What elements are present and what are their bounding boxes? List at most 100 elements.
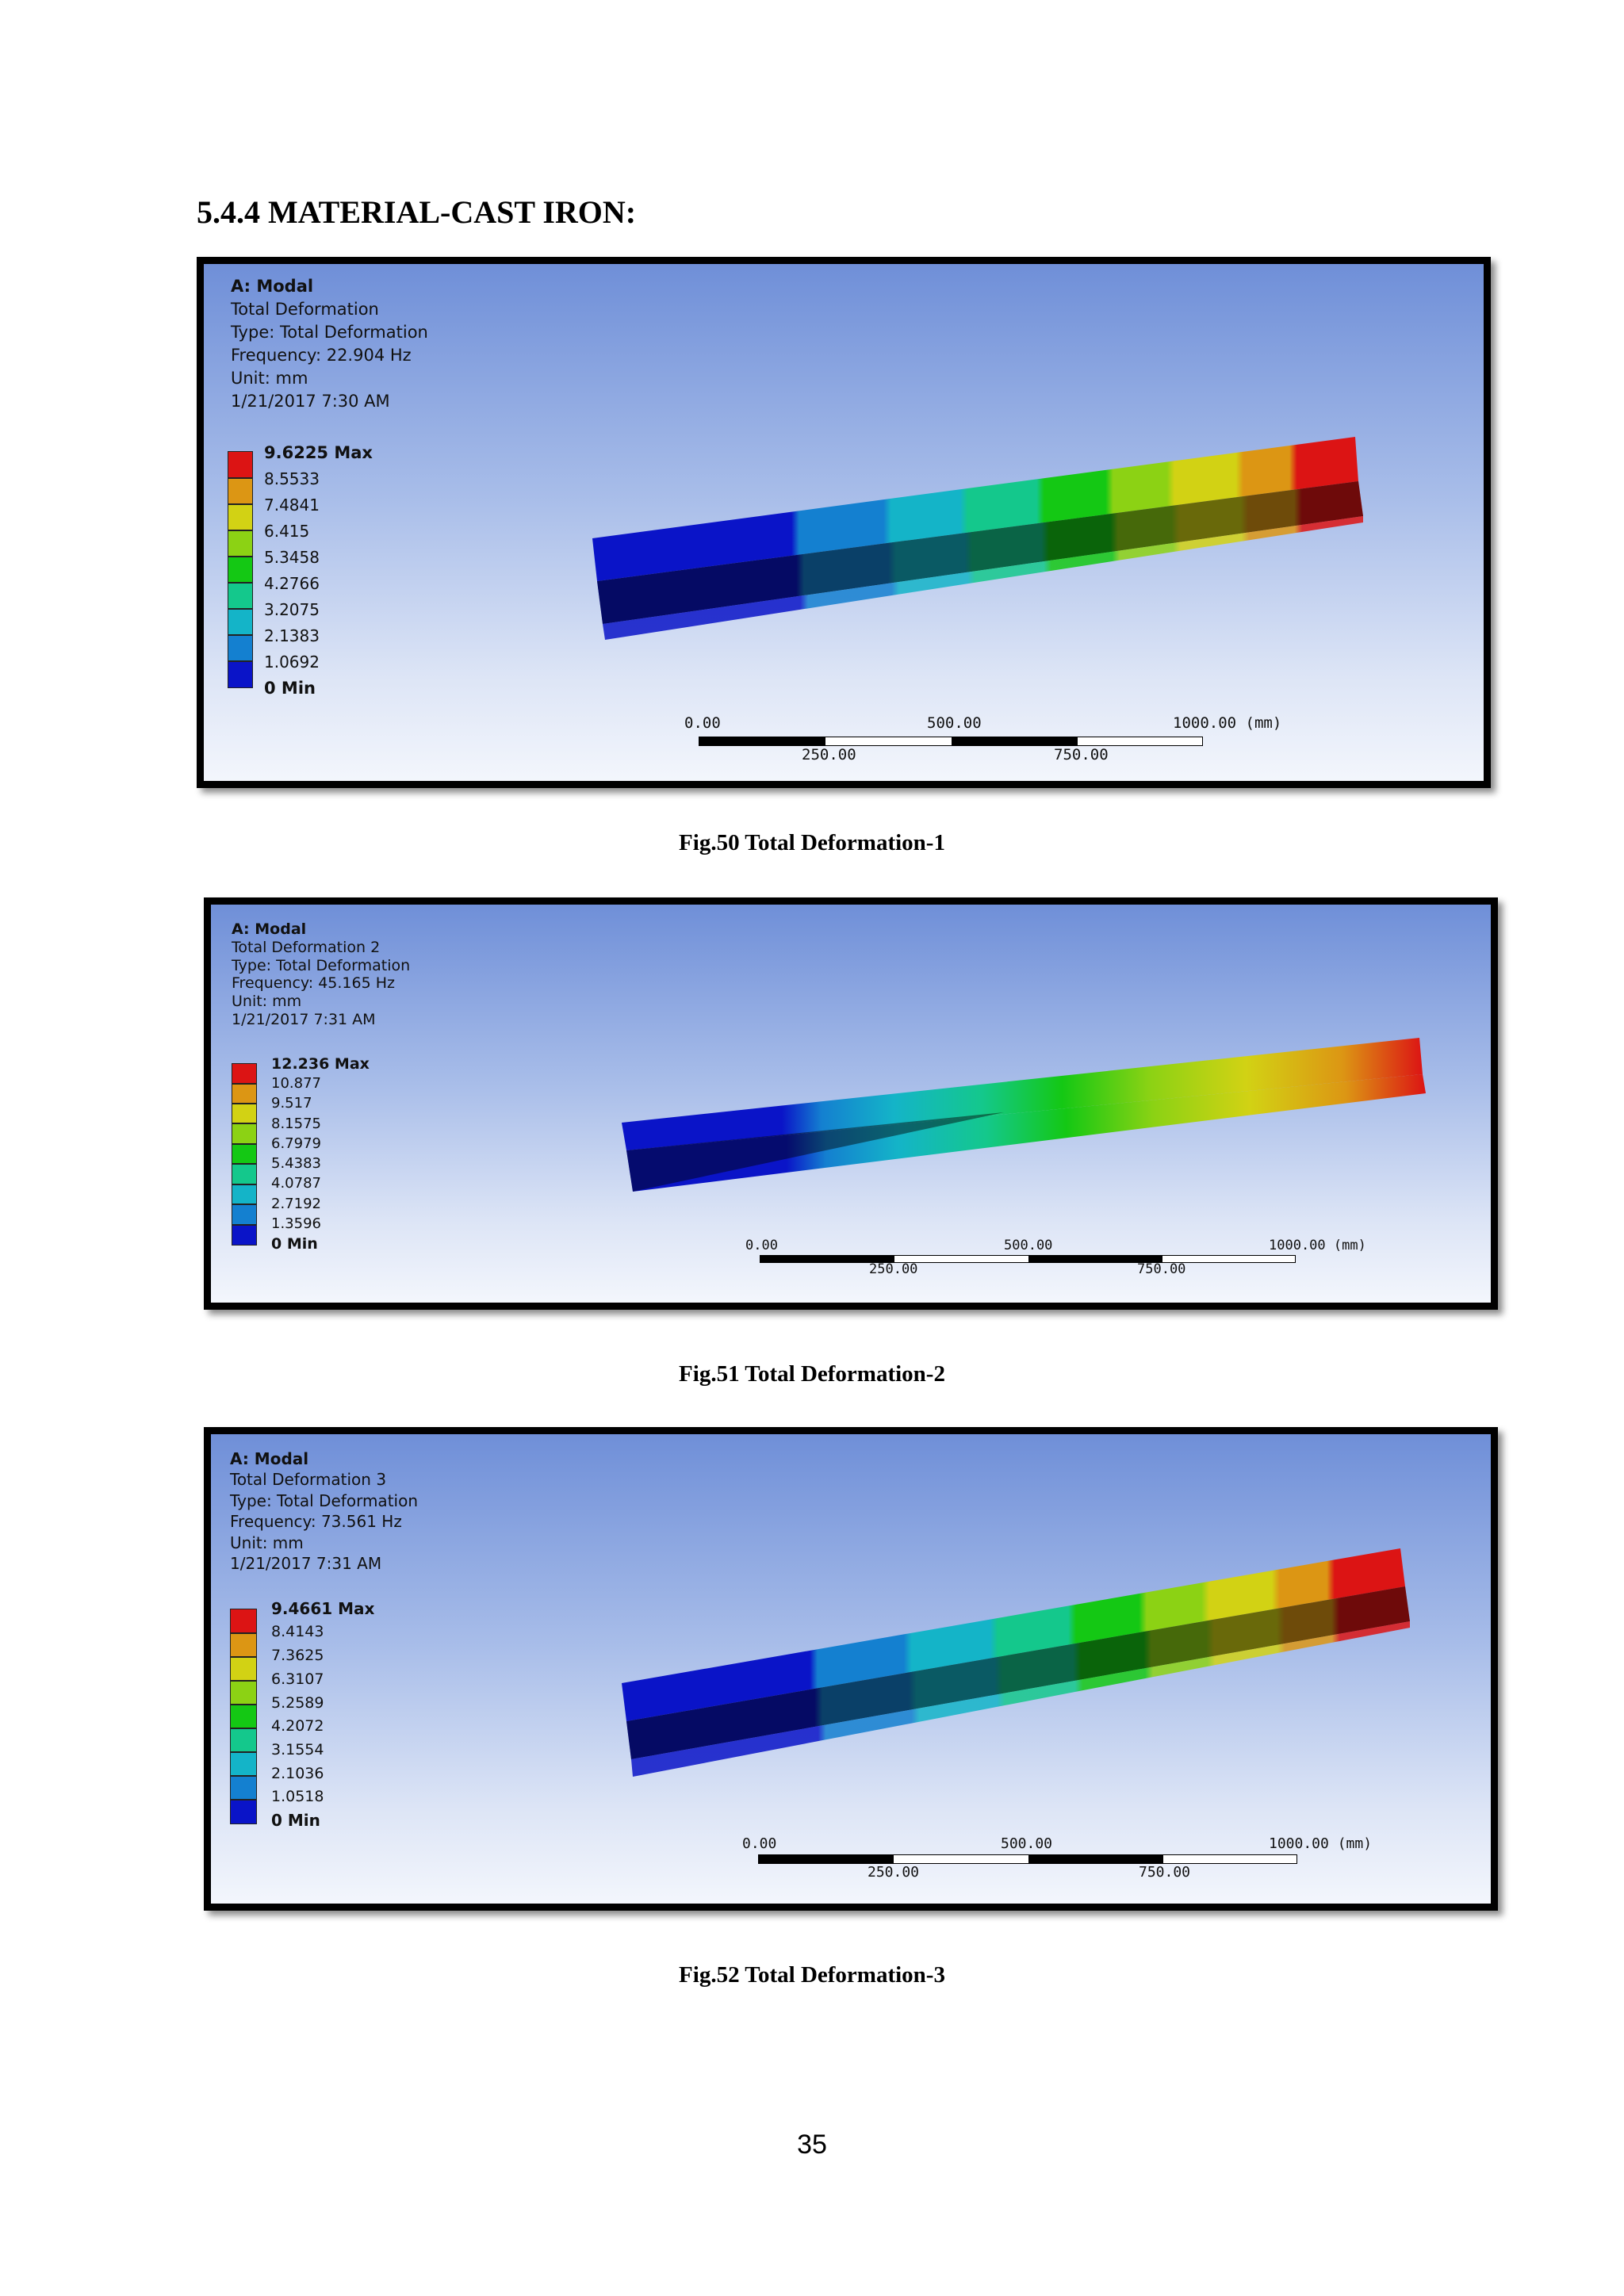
figure-caption: Fig.52 Total Deformation-3 xyxy=(679,1962,945,1988)
legend-swatch xyxy=(228,635,253,661)
legend-value: 7.3625 xyxy=(271,1647,324,1664)
legend-swatch xyxy=(230,1728,257,1752)
legend-value: 8.4143 xyxy=(271,1623,324,1640)
figure-caption: Fig.50 Total Deformation-1 xyxy=(679,830,945,855)
legend-swatch xyxy=(232,1144,257,1164)
legend-value: 6.415 xyxy=(264,522,310,541)
legend-swatch xyxy=(228,530,253,557)
figure-total-deformation-1: A: Modal Total Deformation Type: Total D… xyxy=(197,257,1491,788)
result-timestamp: 1/21/2017 7:31 AM xyxy=(232,1010,376,1028)
legend-swatch xyxy=(230,1776,257,1800)
result-name: Total Deformation xyxy=(231,299,379,319)
legend-swatch xyxy=(228,478,253,504)
legend-value: 1.3596 xyxy=(271,1215,321,1232)
legend-swatch xyxy=(228,557,253,583)
legend-value: 6.3107 xyxy=(271,1670,324,1688)
scale-label: 500.00 xyxy=(1001,1835,1053,1852)
legend-swatch xyxy=(232,1104,257,1123)
legend-min-label: 0 Min xyxy=(271,1235,318,1253)
result-name: Total Deformation 3 xyxy=(230,1470,387,1490)
legend-max-label: 12.236 Max xyxy=(271,1055,370,1073)
legend-value: 1.0518 xyxy=(271,1788,324,1805)
legend-value: 6.7979 xyxy=(271,1135,321,1152)
scale-label: 0.00 xyxy=(745,1238,778,1253)
beam-model-2 xyxy=(622,1038,1426,1192)
result-frequency: Frequency: 22.904 Hz xyxy=(231,345,412,365)
legend-value: 4.2072 xyxy=(271,1717,324,1735)
result-unit: Unit: mm xyxy=(230,1533,304,1552)
legend-value: 4.2766 xyxy=(264,574,320,593)
scale-label: 750.00 xyxy=(1054,746,1109,763)
legend-value: 8.5533 xyxy=(264,469,320,488)
legend-value: 5.2589 xyxy=(271,1694,324,1712)
section-heading: 5.4.4 MATERIAL-CAST IRON: xyxy=(197,194,637,230)
page-number: 35 xyxy=(797,2130,827,2160)
figure-caption: Fig.51 Total Deformation-2 xyxy=(679,1361,945,1387)
result-info: A: Modal Total Deformation 3 Type: Total… xyxy=(230,1448,418,1574)
legend-value: 3.1554 xyxy=(271,1741,324,1758)
scale-label: 1000.00 (mm) xyxy=(1269,1835,1373,1852)
legend-value: 2.7192 xyxy=(271,1196,321,1212)
scale-bar-track xyxy=(760,1255,1296,1263)
scale-label: 0.00 xyxy=(742,1835,777,1852)
scale-label: 250.00 xyxy=(802,746,856,763)
legend-swatch xyxy=(232,1063,257,1084)
legend-value: 1.0692 xyxy=(264,652,320,672)
scale-bar-track xyxy=(699,737,1203,746)
legend-value: 10.877 xyxy=(271,1075,321,1092)
legend-swatch xyxy=(230,1705,257,1728)
legend-swatch xyxy=(232,1084,257,1104)
result-info: A: Modal Total Deformation Type: Total D… xyxy=(231,275,428,413)
legend-swatch xyxy=(228,451,253,478)
legend-swatch xyxy=(228,583,253,609)
legend-value: 3.2075 xyxy=(264,600,320,619)
legend-swatch xyxy=(230,1657,257,1681)
scale-label: 750.00 xyxy=(1137,1261,1186,1277)
scale-label: 0.00 xyxy=(684,714,721,732)
result-frequency: Frequency: 45.165 Hz xyxy=(232,974,395,993)
legend-swatch xyxy=(230,1609,257,1633)
legend-min-label: 0 Min xyxy=(264,679,316,698)
legend-swatch xyxy=(230,1800,257,1824)
legend-value: 2.1036 xyxy=(271,1765,324,1782)
result-unit: Unit: mm xyxy=(232,993,302,1011)
figure-total-deformation-3: A: Modal Total Deformation 3 Type: Total… xyxy=(204,1427,1498,1911)
scale-bar-track xyxy=(758,1854,1297,1864)
scale-label: 500.00 xyxy=(1004,1238,1053,1253)
analysis-title: A: Modal xyxy=(230,1449,309,1468)
legend-swatch xyxy=(232,1184,257,1204)
analysis-title: A: Modal xyxy=(231,277,314,296)
legend-swatch xyxy=(228,661,253,688)
legend-swatch xyxy=(230,1681,257,1705)
result-info: A: Modal Total Deformation 2 Type: Total… xyxy=(232,920,410,1029)
result-frequency: Frequency: 73.561 Hz xyxy=(230,1512,402,1532)
legend-value: 7.4841 xyxy=(264,496,320,515)
legend-swatch xyxy=(232,1123,257,1144)
analysis-title: A: Modal xyxy=(232,920,307,938)
legend-swatch xyxy=(232,1225,257,1246)
legend-max-label: 9.4661 Max xyxy=(271,1599,375,1618)
scale-label: 250.00 xyxy=(869,1261,918,1277)
legend-swatch xyxy=(230,1752,257,1776)
scale-label: 750.00 xyxy=(1139,1864,1191,1881)
beam-model-3 xyxy=(622,1548,1410,1777)
legend-swatch xyxy=(230,1633,257,1657)
legend-value: 8.1575 xyxy=(271,1115,321,1132)
result-type: Type: Total Deformation xyxy=(230,1490,419,1510)
result-timestamp: 1/21/2017 7:30 AM xyxy=(231,391,390,411)
legend-value: 2.1383 xyxy=(264,626,320,645)
scale-label: 500.00 xyxy=(927,714,982,732)
result-name: Total Deformation 2 xyxy=(232,938,381,956)
scale-label: 250.00 xyxy=(868,1864,920,1881)
legend-value: 5.3458 xyxy=(264,548,320,567)
beam-model-1 xyxy=(592,437,1363,640)
legend-value: 4.0787 xyxy=(271,1175,321,1192)
result-unit: Unit: mm xyxy=(231,368,308,388)
legend-swatch xyxy=(228,504,253,530)
legend-value: 5.4383 xyxy=(271,1155,321,1172)
legend-max-label: 9.6225 Max xyxy=(264,443,373,462)
legend-swatch xyxy=(232,1204,257,1225)
result-type: Type: Total Deformation xyxy=(232,956,411,974)
legend-swatch xyxy=(228,609,253,635)
legend-min-label: 0 Min xyxy=(271,1811,320,1830)
